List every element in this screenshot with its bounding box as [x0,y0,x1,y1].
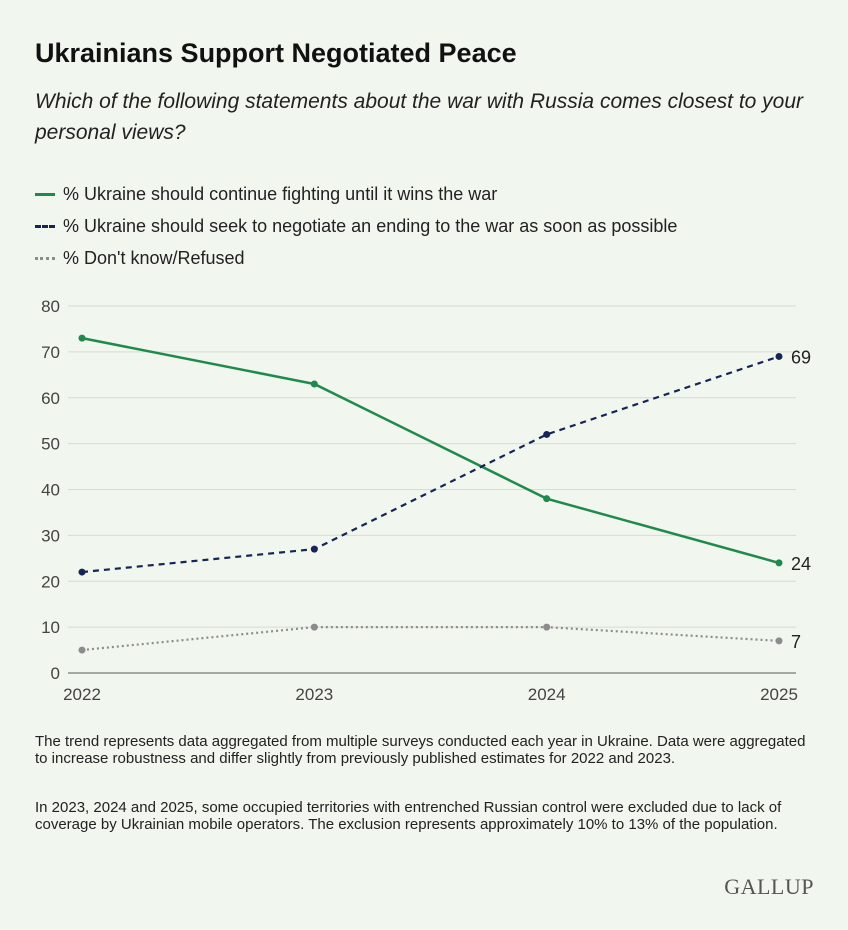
x-tick-label-2024: 2024 [528,685,566,704]
x-tick-label-2023: 2023 [295,685,333,704]
series-1-point-2024 [543,430,551,438]
series-line-1 [81,355,780,574]
series-1-end-label: 69 [791,347,811,367]
chart-title: Ukrainians Support Negotiated Peace [35,38,517,68]
legend-item-dont-know: % Don't know/Refused [35,242,677,274]
footnote-aggregation: The trend represents data aggregated fro… [35,733,806,767]
chart-subtitle: Which of the following statements about … [35,90,804,144]
series-2-point-2025 [775,637,783,645]
series-0-point-2022 [78,334,86,342]
x-tick-label-2025: 2025 [760,685,798,704]
y-tick-label-10: 10 [41,618,60,637]
series-1-point-2025 [775,352,783,360]
legend: % Ukraine should continue fighting until… [35,178,677,274]
legend-label-dont-know: % Don't know/Refused [63,247,245,268]
footnote-exclusion: In 2023, 2024 and 2025, some occupied te… [35,799,782,833]
gallup-logo: GALLUP [724,874,814,899]
legend-swatch-dotted [35,256,55,260]
series-2-point-2023 [310,623,318,631]
series-2-point-2022 [78,646,86,654]
y-tick-label-50: 50 [41,435,60,454]
series-1-point-2023 [310,545,318,553]
legend-item-negotiate: % Ukraine should seek to negotiate an en… [35,210,677,242]
series-line-0 [81,336,780,565]
series-0-point-2024 [543,495,551,503]
y-tick-label-60: 60 [41,389,60,408]
series-0-point-2023 [310,380,318,388]
legend-label-negotiate: % Ukraine should seek to negotiate an en… [63,215,678,236]
y-tick-label-40: 40 [41,481,60,500]
series-2-point-2024 [543,623,551,631]
x-tick-label-2022: 2022 [63,685,101,704]
series-1-point-2022 [78,568,86,576]
y-tick-label-20: 20 [41,572,60,591]
series-0-point-2025 [775,559,783,567]
y-tick-label-70: 70 [41,343,60,362]
legend-item-fight: % Ukraine should continue fighting until… [35,178,677,210]
series-0-end-label: 24 [791,554,811,574]
y-tick-label-80: 80 [41,297,60,316]
line-chart: 0 10 20 30 40 50 60 70 80 2022 2023 2024 2025 24 69 7 [41,297,811,704]
series-2-end-label: 7 [791,632,801,652]
legend-swatch-dashed [35,224,55,228]
series-line-2 [81,626,780,652]
legend-swatch-solid [35,192,55,196]
y-tick-label-30: 30 [41,526,60,545]
y-tick-label-0: 0 [51,664,60,683]
legend-label-fight: % Ukraine should continue fighting until… [63,183,498,204]
